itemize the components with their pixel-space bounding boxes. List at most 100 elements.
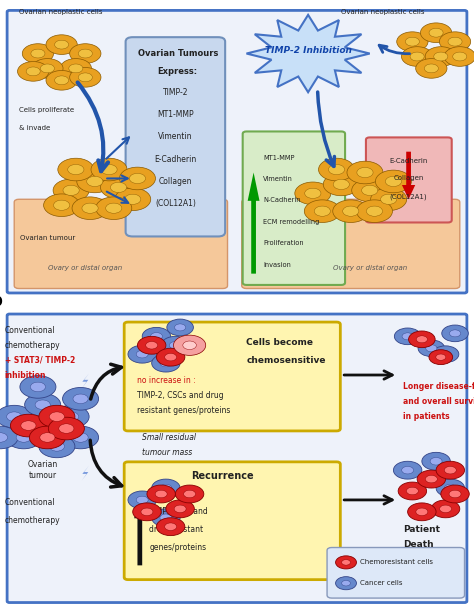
Text: Ovarian neoplastic cells: Ovarian neoplastic cells bbox=[341, 9, 425, 15]
Circle shape bbox=[53, 179, 89, 202]
Circle shape bbox=[381, 194, 397, 205]
Text: TIMP-2 Inhibition: TIMP-2 Inhibition bbox=[264, 46, 352, 55]
Circle shape bbox=[352, 179, 388, 202]
FancyBboxPatch shape bbox=[243, 132, 345, 285]
Circle shape bbox=[161, 336, 190, 354]
Circle shape bbox=[25, 393, 61, 416]
Circle shape bbox=[175, 485, 204, 503]
Circle shape bbox=[115, 188, 151, 211]
Circle shape bbox=[371, 188, 407, 211]
Circle shape bbox=[375, 170, 411, 193]
Circle shape bbox=[29, 426, 65, 449]
FancyBboxPatch shape bbox=[7, 314, 467, 603]
Circle shape bbox=[323, 173, 359, 195]
Circle shape bbox=[55, 76, 69, 85]
Circle shape bbox=[416, 336, 428, 343]
Circle shape bbox=[63, 387, 99, 410]
Text: Ovarian tumour: Ovarian tumour bbox=[20, 235, 75, 241]
Circle shape bbox=[119, 167, 155, 190]
Circle shape bbox=[156, 348, 185, 366]
Circle shape bbox=[26, 67, 40, 76]
FancyBboxPatch shape bbox=[7, 10, 467, 293]
Circle shape bbox=[410, 52, 424, 61]
Circle shape bbox=[64, 412, 79, 421]
Text: Small residual: Small residual bbox=[142, 433, 196, 442]
Circle shape bbox=[362, 185, 378, 195]
Circle shape bbox=[96, 197, 132, 220]
Text: Cancer cells: Cancer cells bbox=[360, 580, 403, 586]
Text: + STAT3/ TIMP-2: + STAT3/ TIMP-2 bbox=[5, 356, 75, 365]
Circle shape bbox=[319, 158, 355, 181]
Circle shape bbox=[137, 336, 166, 354]
Circle shape bbox=[18, 61, 49, 81]
Text: Ovary or distal organ: Ovary or distal organ bbox=[333, 265, 407, 271]
Text: and overall survival: and overall survival bbox=[403, 397, 474, 406]
Circle shape bbox=[136, 496, 148, 504]
Circle shape bbox=[336, 577, 356, 590]
Circle shape bbox=[164, 523, 177, 531]
Circle shape bbox=[0, 426, 18, 449]
Circle shape bbox=[394, 328, 421, 345]
Circle shape bbox=[70, 44, 101, 63]
Text: Chemoresistant cells: Chemoresistant cells bbox=[360, 560, 433, 565]
Circle shape bbox=[436, 479, 465, 497]
Circle shape bbox=[366, 206, 383, 216]
Circle shape bbox=[156, 518, 185, 535]
Circle shape bbox=[58, 158, 94, 181]
Circle shape bbox=[49, 412, 64, 421]
Text: Express:: Express: bbox=[158, 67, 198, 76]
Text: Cells proliferate: Cells proliferate bbox=[19, 107, 74, 113]
Text: ECM remodelling: ECM remodelling bbox=[263, 219, 319, 225]
Circle shape bbox=[78, 49, 92, 58]
Circle shape bbox=[416, 508, 428, 515]
Circle shape bbox=[0, 433, 8, 443]
Circle shape bbox=[78, 73, 92, 82]
FancyBboxPatch shape bbox=[124, 462, 340, 580]
Circle shape bbox=[342, 560, 350, 565]
Circle shape bbox=[40, 433, 55, 443]
Text: Ovarian
tumour: Ovarian tumour bbox=[27, 461, 58, 480]
Circle shape bbox=[70, 67, 101, 87]
Text: no increase in :: no increase in : bbox=[137, 376, 196, 385]
Text: Longer disease-free: Longer disease-free bbox=[403, 382, 474, 392]
Circle shape bbox=[401, 47, 433, 66]
Circle shape bbox=[39, 435, 75, 458]
Polygon shape bbox=[246, 15, 370, 92]
Circle shape bbox=[305, 188, 321, 198]
Circle shape bbox=[68, 164, 84, 175]
Text: Ovary or distal organ: Ovary or distal organ bbox=[48, 265, 122, 271]
Text: Collagen: Collagen bbox=[159, 177, 192, 186]
Text: TIMP-2: TIMP-2 bbox=[163, 87, 188, 97]
Circle shape bbox=[444, 484, 456, 492]
Circle shape bbox=[304, 200, 340, 223]
Text: TIMP-2, CSCs and drug: TIMP-2, CSCs and drug bbox=[137, 392, 224, 401]
Text: chemotherapy: chemotherapy bbox=[5, 516, 60, 525]
Circle shape bbox=[429, 29, 443, 37]
Circle shape bbox=[397, 32, 428, 52]
Circle shape bbox=[136, 350, 148, 358]
Circle shape bbox=[39, 405, 75, 428]
Circle shape bbox=[336, 556, 356, 569]
Text: Proliferation: Proliferation bbox=[263, 240, 304, 246]
Circle shape bbox=[416, 59, 447, 78]
Circle shape bbox=[183, 341, 196, 350]
Circle shape bbox=[155, 490, 167, 498]
Text: Patient: Patient bbox=[403, 525, 440, 534]
FancyArrow shape bbox=[134, 500, 146, 565]
Circle shape bbox=[449, 330, 461, 337]
Text: drug resistant: drug resistant bbox=[149, 525, 203, 534]
Circle shape bbox=[128, 491, 156, 509]
Text: chemosensitive: chemosensitive bbox=[246, 356, 326, 365]
Text: MT1-MMP: MT1-MMP bbox=[157, 110, 194, 119]
Text: Recurrence: Recurrence bbox=[191, 471, 254, 481]
Circle shape bbox=[169, 342, 182, 349]
Circle shape bbox=[63, 426, 99, 449]
FancyBboxPatch shape bbox=[327, 548, 465, 598]
Circle shape bbox=[125, 194, 141, 205]
Circle shape bbox=[444, 47, 474, 66]
Text: E-Cadherin: E-Cadherin bbox=[390, 158, 428, 164]
Text: in patients: in patients bbox=[403, 412, 449, 421]
Circle shape bbox=[314, 206, 330, 216]
FancyBboxPatch shape bbox=[366, 137, 452, 223]
Circle shape bbox=[6, 426, 42, 449]
